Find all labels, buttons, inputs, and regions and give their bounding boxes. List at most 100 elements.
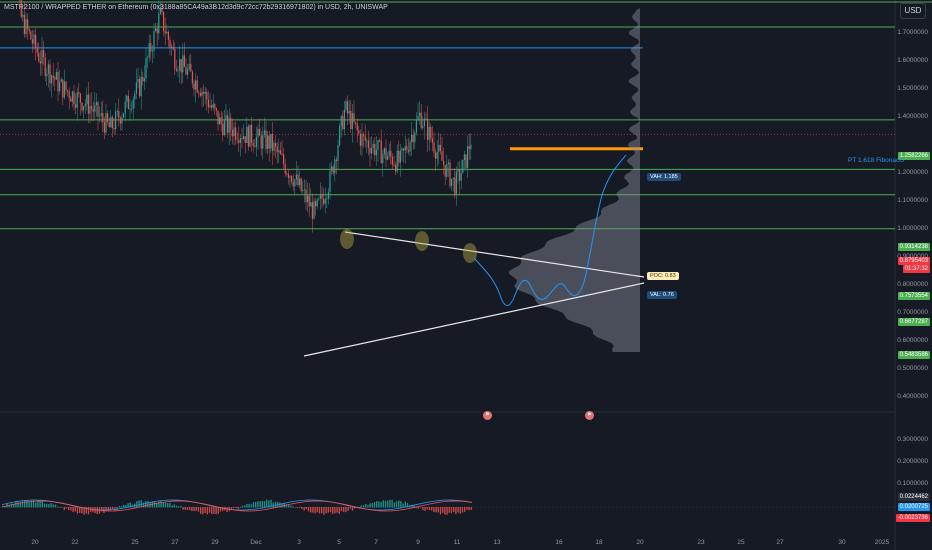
macd-histogram-bar	[279, 502, 281, 508]
macd-histogram-bar	[48, 504, 50, 508]
time-tick: 20	[31, 539, 39, 546]
candle-body	[254, 145, 256, 148]
macd-histogram-bar	[252, 502, 255, 508]
candle-body	[204, 91, 206, 94]
candle-body	[431, 138, 433, 143]
candle-body	[345, 101, 347, 110]
candle-body	[398, 150, 400, 163]
signal-line	[1, 500, 473, 512]
time-tick: 2025	[874, 539, 890, 546]
macd-histogram-bar	[323, 507, 325, 515]
macd-histogram-bar	[428, 507, 431, 511]
candle-body	[235, 127, 237, 140]
candle-body	[167, 31, 169, 40]
macd-histogram-bar	[373, 502, 376, 508]
macd-histogram-bar	[101, 507, 103, 512]
candle-body	[422, 126, 424, 128]
macd-histogram-bar	[57, 506, 59, 508]
candle-body	[427, 118, 429, 140]
macd-histogram-bar	[382, 500, 384, 508]
price-tag: 1.2582266	[897, 152, 930, 160]
currency-button[interactable]: USD	[900, 3, 926, 19]
candle-body	[318, 198, 320, 200]
time-tick: 16	[555, 539, 563, 546]
candle-body	[292, 182, 294, 187]
macd-histogram-bar	[125, 504, 127, 508]
candle-body	[347, 101, 349, 114]
macd-histogram-bar	[2, 506, 4, 508]
triangle-lower-line	[303, 282, 645, 357]
macd-histogram-bar	[413, 504, 415, 508]
indicator-tick: 0.2000000	[897, 458, 928, 465]
candle-body	[302, 190, 304, 191]
candle-body	[308, 195, 310, 207]
time-tick: 20	[636, 539, 644, 546]
macd-histogram-bar	[464, 507, 466, 512]
candle-body	[59, 81, 61, 92]
candle-body	[396, 150, 398, 172]
macd-histogram-bar	[288, 504, 290, 508]
candle-body	[73, 91, 75, 105]
macd-histogram-bar	[208, 507, 211, 513]
macd-histogram-bar	[213, 507, 215, 514]
event-flag-icon[interactable]: ⚑	[585, 411, 594, 420]
candle-body	[244, 136, 246, 143]
candle-body	[246, 126, 248, 143]
candle-body	[220, 117, 222, 124]
candle-body	[251, 124, 253, 143]
price-tick: 0.6000000	[897, 337, 928, 344]
candle-body	[470, 144, 472, 150]
candle-body	[143, 78, 145, 82]
candle-body	[211, 105, 213, 108]
candle-body	[339, 125, 341, 146]
macd-histogram-bar	[398, 500, 400, 508]
candle-body	[395, 165, 397, 172]
candle-body	[291, 176, 293, 183]
candle-body	[55, 72, 57, 80]
candle-body	[252, 142, 254, 146]
candle-body	[150, 43, 152, 52]
candle-body	[159, 8, 161, 14]
candle-body	[366, 140, 368, 142]
candle-body	[393, 164, 395, 166]
candle-body	[459, 169, 461, 181]
price-tick: 1.0000000	[897, 225, 928, 232]
indicator-tag: -0.0023736	[895, 514, 930, 522]
candle-body	[326, 198, 328, 200]
candle-body	[275, 143, 277, 147]
candle-body	[411, 134, 413, 143]
candle-body	[41, 49, 43, 64]
candle-body	[87, 94, 89, 114]
macd-histogram-bar	[332, 507, 334, 514]
candle-body	[207, 99, 209, 108]
candle-body	[111, 117, 113, 128]
candle-body	[284, 163, 286, 174]
candle-body	[404, 146, 406, 151]
candle-body	[31, 39, 33, 44]
macd-histogram-bar	[76, 507, 79, 514]
event-flag-icon[interactable]: ⚑	[483, 411, 492, 420]
macd-histogram-bar	[285, 504, 288, 508]
macd-histogram-bar	[129, 502, 131, 508]
candle-body	[403, 148, 405, 151]
candle-body	[377, 140, 379, 150]
candle-body	[97, 102, 99, 117]
candle-body	[337, 145, 339, 161]
candle-body	[163, 12, 165, 32]
candle-body	[276, 146, 278, 153]
macd-histogram-bar	[24, 499, 26, 508]
candle-body	[172, 46, 174, 50]
macd-histogram-bar	[26, 500, 28, 508]
candle-body	[423, 118, 425, 127]
macd-histogram-bar	[200, 507, 202, 514]
candle-body	[300, 178, 302, 191]
macd-histogram-bar	[431, 507, 433, 511]
candle-body	[263, 130, 265, 135]
macd-histogram-bar	[167, 503, 169, 508]
macd-histogram-bar	[312, 507, 314, 513]
price-tag: 0.5483586	[897, 351, 930, 359]
candle-body	[419, 112, 421, 117]
macd-histogram-bar	[391, 499, 393, 508]
macd-histogram-bar	[59, 507, 61, 508]
